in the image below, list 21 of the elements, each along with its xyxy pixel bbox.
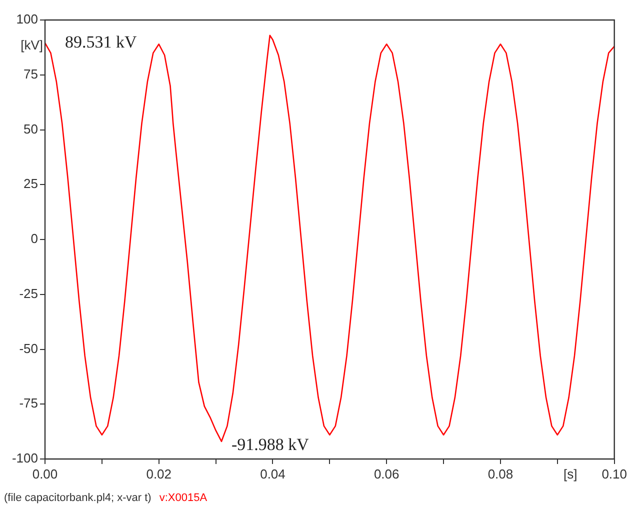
x-tick-label: 0.10 [602, 466, 628, 482]
x-axis-title: [s] [563, 466, 578, 482]
x-tick-label: 0.06 [374, 466, 400, 482]
y-tick-label: -25 [19, 286, 38, 301]
y-tick-label: -50 [19, 340, 38, 356]
y-tick-label: 75 [24, 66, 38, 82]
x-tick-label: 0.08 [488, 466, 514, 482]
y-tick-label: 25 [24, 176, 38, 192]
x-tick-label: 0.04 [260, 466, 286, 482]
annotation: -91.988 kV [232, 434, 310, 454]
y-tick-label: -75 [19, 396, 38, 411]
y-tick-label: 100 [16, 12, 38, 27]
text: (file capacitorbank.pl4; x-var t) [4, 492, 152, 504]
y-tick-label: -100 [12, 450, 38, 466]
x-tick-label: 0.02 [146, 466, 172, 482]
x-tick-label: 0.00 [32, 466, 58, 482]
y-tick-label: 50 [24, 121, 38, 136]
text: v:X0015A [159, 492, 208, 504]
y-tick-label: 0 [30, 231, 38, 246]
y-axis-title: [kV] [20, 38, 43, 53]
annotation: 89.531 kV [65, 32, 138, 52]
